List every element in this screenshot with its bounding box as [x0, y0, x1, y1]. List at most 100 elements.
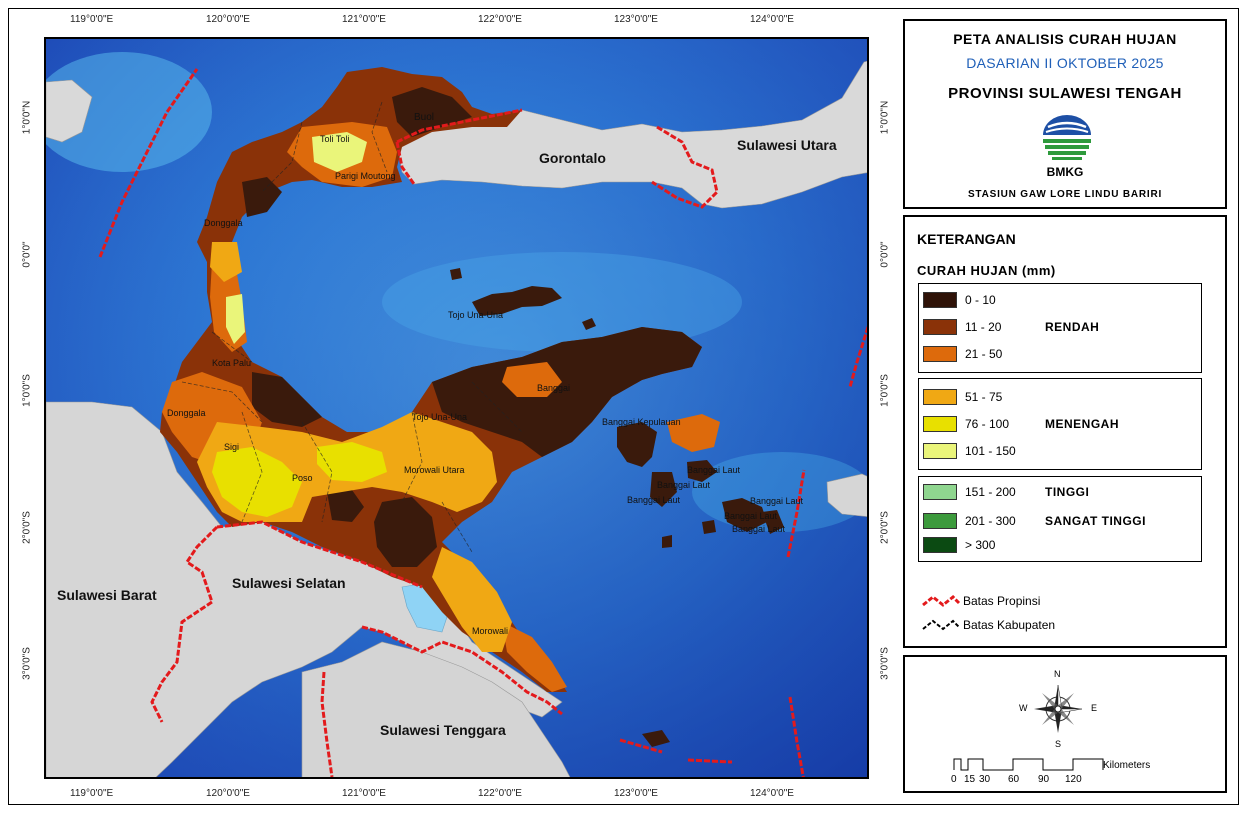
legend-class-tinggi: TINGGI [1045, 485, 1090, 499]
legend-swatch [923, 416, 957, 432]
label-sulawesi-tenggara: Sulawesi Tenggara [380, 722, 506, 738]
legend-label: > 300 [965, 538, 996, 552]
label-banggai-laut: Banggai Laut [687, 465, 741, 475]
compass-rose-icon [1028, 679, 1088, 739]
banggai-islet [642, 730, 670, 747]
banggai-islet [702, 520, 716, 534]
legend-swatch [923, 389, 957, 405]
land-sulbar-sulsel [46, 401, 563, 777]
bottom-tick-123: 123°0'0"E [614, 788, 658, 799]
station-name: STASIUN GAW LORE LINDU BARIRI [967, 189, 1163, 200]
banggai-islet [662, 535, 672, 548]
legend-swatch [923, 513, 957, 529]
right-tick-3s: 3°0'0"S [879, 647, 891, 680]
right-tick-0: 0°0'0" [879, 241, 891, 268]
label-sulawesi-selatan: Sulawesi Selatan [232, 575, 346, 591]
label-gorontalo: Gorontalo [539, 150, 606, 166]
legend-subheading: CURAH HUJAN (mm) [917, 263, 1056, 278]
left-tick-0: 0°0'0" [21, 241, 33, 268]
right-tick-2s: 2°0'0"S [879, 511, 891, 544]
rain-zone-21-50 [502, 622, 567, 692]
label-morowali-utara: Morowali Utara [404, 465, 465, 475]
left-tick-1s: 1°0'0"S [21, 374, 33, 407]
compass-e: E [1091, 703, 1098, 713]
province-boundary-icon [921, 593, 961, 609]
scale-tick: 0 [951, 774, 957, 785]
top-tick-122: 122°0'0"E [478, 14, 522, 25]
label-donggala: Donggala [167, 408, 206, 418]
legend-heading: KETERANGAN [917, 231, 1016, 247]
legend-group-rendah: 0 - 10 11 - 20 21 - 50 RENDAH [918, 283, 1202, 373]
legend-swatch [923, 292, 957, 308]
label-kota-palu: Kota Palu [212, 358, 251, 368]
rain-zone-101-150 [226, 294, 245, 344]
label-tojo-una-una-islands: Tojo Una-Una [448, 310, 503, 320]
legend-label: 0 - 10 [965, 293, 996, 307]
right-tick-1n: 1°0'0"N [879, 100, 891, 135]
scale-tick: 15 [964, 774, 976, 785]
banggai-island [722, 498, 767, 532]
label-banggai: Banggai [537, 383, 570, 393]
togean-islet [450, 268, 462, 280]
scale-tick: 120 [1065, 774, 1082, 785]
legend-class-sangat-tinggi: SANGAT TINGGI [1045, 514, 1146, 528]
legend-label: 151 - 200 [965, 485, 1016, 499]
top-tick-123: 123°0'0"E [614, 14, 658, 25]
legend-label: 76 - 100 [965, 417, 1010, 431]
scale-tick: 30 [979, 774, 991, 785]
compass-w: W [1019, 703, 1028, 713]
rain-zone-51-75 [210, 242, 242, 282]
left-tick-2s: 2°0'0"S [21, 511, 33, 544]
label-poso: Poso [292, 473, 313, 483]
bottom-tick-124: 124°0'0"E [750, 788, 794, 799]
scale-unit: Kilometers [1103, 760, 1151, 771]
scale-bar [953, 757, 1113, 771]
compass-s: S [1055, 739, 1062, 749]
land-sultra [301, 641, 571, 777]
legend-batas-kabupaten: Batas Kabupaten [963, 618, 1056, 632]
legend-batas-propinsi: Batas Propinsi [963, 594, 1041, 608]
legend-label: 21 - 50 [965, 347, 1003, 361]
right-tick-1s: 1°0'0"S [879, 374, 891, 407]
rain-zone-0-10 [392, 87, 472, 137]
legend-group-tinggi: 151 - 200 201 - 300 > 300 TINGGI SANGAT … [918, 476, 1202, 562]
label-sulawesi-barat: Sulawesi Barat [57, 587, 157, 603]
banggai-island [687, 460, 717, 482]
rain-zone-21-50 [667, 414, 720, 452]
legend-swatch [923, 319, 957, 335]
rain-zone-0-10 [432, 327, 702, 457]
rainfall-map[interactable]: Gorontalo Sulawesi Utara Sulawesi Barat … [46, 39, 869, 779]
rain-zone-21-50 [502, 362, 562, 397]
legend-panel: KETERANGAN CURAH HUJAN (mm) 0 - 10 11 - … [903, 215, 1227, 648]
rain-zone-76-100 [317, 442, 387, 482]
label-banggai-laut: Banggai Laut [627, 495, 681, 505]
rain-zone-101-150 [312, 132, 367, 172]
rain-zone-76-100 [212, 447, 302, 517]
map-frame[interactable]: Gorontalo Sulawesi Utara Sulawesi Barat … [44, 37, 869, 779]
land-gorontalo-sulut [396, 60, 867, 209]
legend-label: 101 - 150 [965, 444, 1016, 458]
bmkg-logo-text: BMKG [1046, 165, 1084, 179]
rain-zone-0-10 [374, 497, 437, 567]
scale-tick: 90 [1038, 774, 1050, 785]
top-tick-120: 120°0'0"E [206, 14, 250, 25]
left-tick-3s: 3°0'0"S [21, 647, 33, 680]
label-tojo-una-una: Tojo Una-Una [412, 412, 467, 422]
legend-swatch [923, 346, 957, 362]
label-sulawesi-utara: Sulawesi Utara [737, 137, 837, 153]
map-sheet-border [8, 8, 1239, 805]
top-tick-119: 119°0'0"E [70, 14, 114, 25]
label-banggai-laut: Banggai Laut [657, 480, 711, 490]
rain-zone-0-10 [242, 177, 282, 217]
label-banggai-laut: Banggai Laut [732, 524, 786, 534]
label-buol: Buol [414, 112, 434, 123]
legend-swatch [923, 484, 957, 500]
banggai-island [762, 510, 784, 534]
legend-label: 201 - 300 [965, 514, 1016, 528]
bottom-tick-119: 119°0'0"E [70, 788, 114, 799]
bottom-tick-121: 121°0'0"E [342, 788, 386, 799]
legend-swatch [923, 537, 957, 553]
legend-class-rendah: RENDAH [1045, 320, 1100, 334]
label-banggai-laut: Banggai Laut [750, 496, 804, 506]
legend-label: 11 - 20 [965, 320, 1002, 334]
